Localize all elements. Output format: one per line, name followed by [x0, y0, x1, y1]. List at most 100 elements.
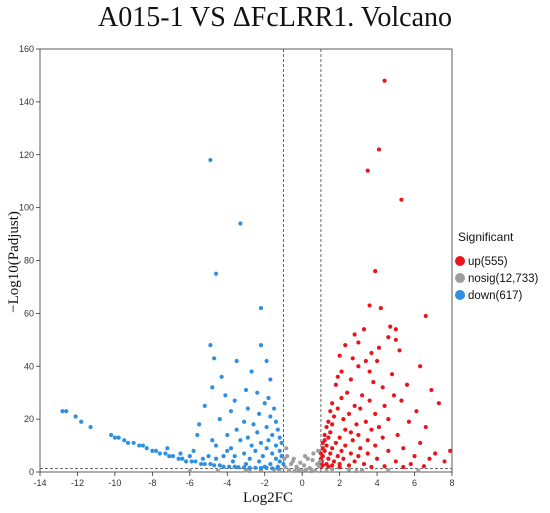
down-point [277, 435, 282, 440]
nosig-point [215, 468, 221, 473]
nosig-point [309, 469, 314, 474]
down-point [210, 385, 215, 390]
up-point [421, 464, 427, 469]
up-point [356, 432, 361, 438]
up-point [408, 461, 413, 467]
up-point [369, 464, 374, 470]
down-point [193, 459, 198, 464]
y-tick-label: 80 [24, 256, 34, 266]
down-point [131, 440, 136, 446]
down-point [268, 414, 273, 419]
down-point [213, 271, 219, 276]
up-point [352, 403, 357, 409]
nosig-point [283, 465, 288, 470]
up-point [358, 406, 363, 411]
up-point [330, 422, 335, 427]
down-point [230, 459, 235, 464]
legend-label: up(555) [468, 256, 508, 268]
down-point [112, 435, 118, 440]
down-point [255, 430, 260, 435]
nosig-point [317, 459, 323, 464]
up-point [374, 358, 380, 364]
nosig-point [386, 468, 391, 473]
y-tick-label: 120 [19, 150, 34, 160]
up-point [335, 454, 340, 459]
nosig-point [282, 456, 287, 461]
down-point [257, 459, 262, 464]
down-point [140, 443, 146, 448]
down-point [232, 398, 237, 403]
down-point [266, 395, 271, 401]
up-point [361, 461, 367, 467]
up-point [330, 463, 335, 468]
nosig-point [311, 451, 316, 456]
down-point [232, 454, 237, 459]
nosig-point [303, 467, 309, 472]
up-point [382, 464, 387, 469]
up-point [324, 443, 329, 448]
down-point [213, 456, 219, 461]
up-point [395, 432, 400, 438]
down-point [200, 456, 206, 461]
up-point [328, 451, 333, 456]
down-point [189, 459, 194, 464]
legend-swatch [455, 290, 465, 300]
nosig-point [247, 469, 252, 474]
up-point [346, 411, 352, 416]
down-point [242, 419, 247, 424]
up-point [333, 382, 338, 387]
down-point [258, 343, 264, 348]
up-point [352, 459, 357, 464]
down-point [217, 463, 222, 468]
nosig-point [243, 468, 249, 473]
nosig-point [360, 468, 365, 473]
down-point [163, 451, 168, 456]
up-point [343, 443, 348, 448]
down-point [266, 438, 271, 443]
down-point [264, 446, 269, 451]
down-point [234, 427, 239, 432]
down-point [79, 419, 84, 424]
down-point [279, 440, 284, 446]
legend-swatch [455, 256, 465, 266]
down-point [157, 451, 162, 456]
x-tick-label: -12 [71, 478, 84, 488]
down-point [268, 461, 273, 467]
up-point [393, 327, 398, 332]
up-point [320, 440, 325, 446]
up-point [376, 345, 382, 350]
nosig-point [416, 468, 421, 473]
down-point [258, 305, 264, 311]
down-point [270, 466, 275, 471]
up-point [367, 303, 372, 308]
down-point [264, 358, 269, 364]
nosig-point [324, 468, 329, 474]
up-point [326, 464, 331, 469]
down-point [243, 387, 249, 393]
nosig-point [313, 468, 318, 473]
down-point [264, 424, 269, 430]
up-point [339, 369, 344, 374]
up-point [373, 443, 378, 448]
down-point [202, 461, 207, 467]
up-point [345, 390, 350, 395]
down-point [281, 461, 286, 467]
nosig-point [346, 467, 352, 472]
up-point [412, 454, 417, 459]
down-point [273, 419, 279, 424]
legend-label: nosig(12,733) [468, 273, 538, 285]
up-point [369, 427, 374, 432]
up-point [326, 419, 331, 424]
nosig-point [302, 454, 308, 459]
up-point [418, 440, 423, 446]
down-point [198, 461, 204, 467]
up-point [337, 464, 342, 470]
up-point [397, 348, 402, 353]
down-point [223, 393, 228, 398]
chart-title: A015-1 VS ΔFcLRR1. Volcano [97, 2, 453, 33]
down-point [258, 440, 264, 446]
down-point [275, 427, 280, 432]
down-point [212, 463, 217, 468]
down-point [255, 390, 260, 395]
down-point [213, 443, 219, 448]
